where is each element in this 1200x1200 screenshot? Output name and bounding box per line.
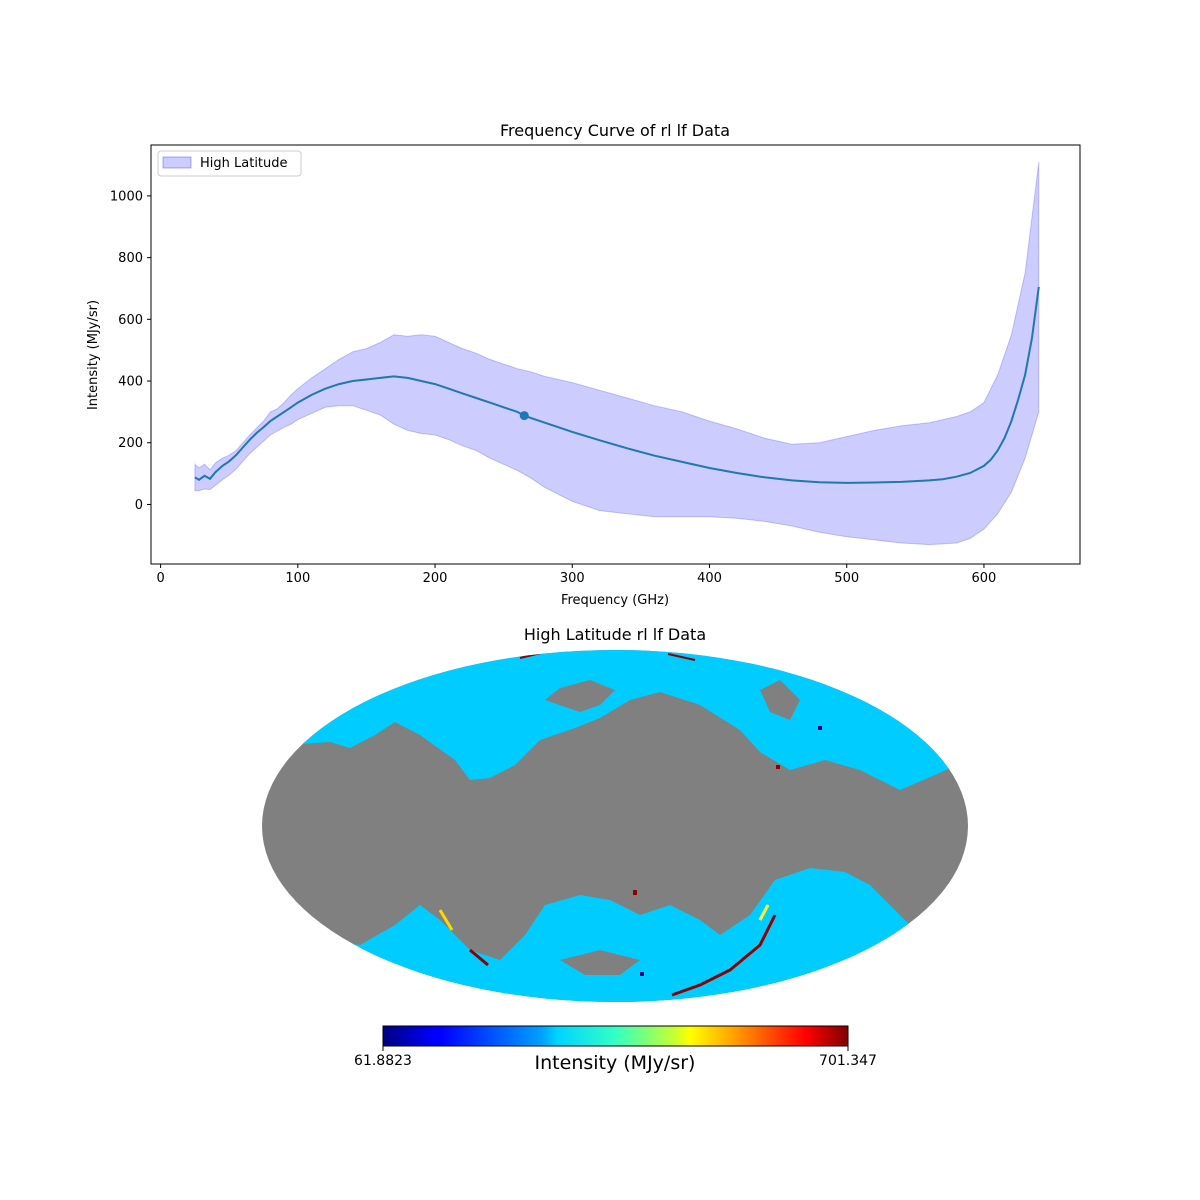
plot-area [194,161,1040,546]
masked-patch [545,680,615,712]
south-high-latitude-region [262,868,968,1002]
hot-streak [469,948,489,967]
hot-streak [671,914,777,997]
axes-frame [150,144,1081,565]
warm-streak [758,904,770,921]
x-tick-label: 100 [285,571,310,586]
cold-pixel [640,972,644,976]
colorbar-gradient [382,1025,849,1047]
x-axis-label: Frequency (GHz) [561,593,669,608]
colorbar: 61.8823 701.347 Intensity (MJy/sr) [354,1025,877,1074]
x-tick-label: 400 [697,571,722,586]
mean-line [194,286,1040,484]
y-tick-label: 600 [118,313,143,328]
hot-pixel [633,890,637,895]
markers [519,411,529,421]
legend-box [157,150,302,177]
frequency-curve-chart: Frequency Curve of rl lf Data 0 100 200 300… [86,121,1081,608]
data-marker [519,411,529,421]
north-high-latitude-region [262,650,968,790]
legend-swatch [162,156,192,169]
hot-streak [667,653,696,661]
y-tick-label: 200 [118,436,143,451]
chart-title: Frequency Curve of rl lf Data [500,121,730,140]
y-axis-label: Intensity (MJy/sr) [86,300,101,410]
legend-label-high-latitude: High Latitude [200,156,288,171]
y-tick-label: 1000 [110,189,143,204]
x-tick-label: 0 [156,571,164,586]
warm-streak [438,909,454,931]
hot-pixel [776,765,780,769]
colorbar-max-label: 701.347 [819,1053,877,1069]
sky-map: High Latitude rl lf Data [262,625,968,1074]
y-axis-ticks: 0 200 400 600 800 1000 [110,189,151,513]
colorbar-min-label: 61.8823 [354,1053,412,1069]
high-latitude-band [194,161,1040,546]
x-tick-label: 300 [560,571,585,586]
y-tick-label: 400 [118,375,143,390]
legend: High Latitude [157,150,302,177]
x-axis-ticks: 0 100 200 300 400 500 600 [156,564,996,586]
masked-patch [760,680,800,720]
mollweide-map [262,650,968,1002]
x-tick-label: 600 [972,571,997,586]
y-tick-label: 0 [135,498,143,513]
cold-pixel [818,726,822,730]
y-tick-label: 800 [118,251,143,266]
colorbar-label: Intensity (MJy/sr) [535,1052,696,1074]
x-tick-label: 200 [423,571,448,586]
masked-patch [560,950,640,975]
x-tick-label: 500 [834,571,859,586]
map-title: High Latitude rl lf Data [524,625,706,644]
